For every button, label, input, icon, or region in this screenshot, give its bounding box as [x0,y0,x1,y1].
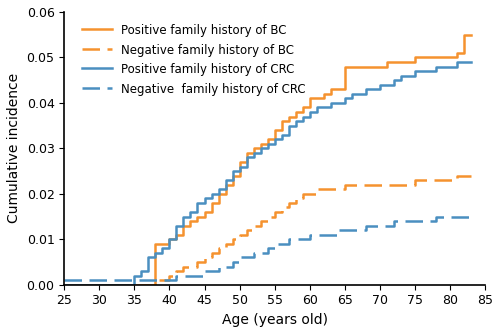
X-axis label: Age (years old): Age (years old) [222,313,328,327]
Legend: Positive family history of BC, Negative family history of BC, Positive family hi: Positive family history of BC, Negative … [78,21,309,99]
Y-axis label: Cumulative incidence: Cumulative incidence [7,73,21,223]
